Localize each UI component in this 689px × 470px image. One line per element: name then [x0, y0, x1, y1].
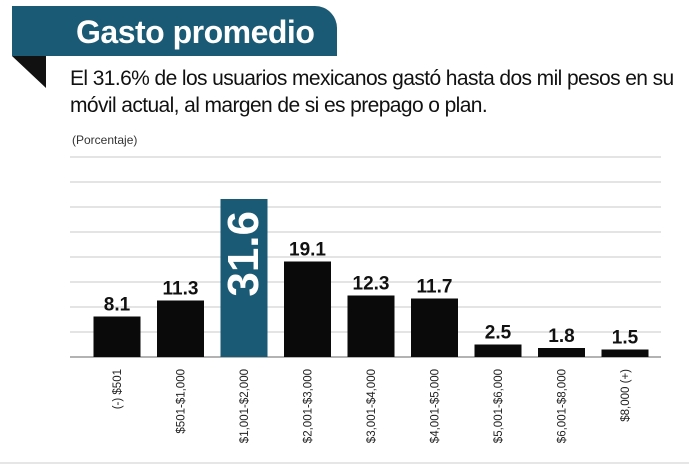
title-banner-fold [12, 56, 46, 88]
data-label: 8.1 [104, 295, 131, 316]
category-label: $5,001-$6,000 [493, 369, 505, 443]
data-label-highlighted: 31.6 [219, 211, 268, 297]
category-label: $2,001-$3,000 [303, 369, 315, 443]
data-label: 11.7 [417, 277, 453, 298]
data-label: 19.1 [289, 240, 326, 261]
data-label: 1.5 [612, 328, 639, 349]
category-label: $3,001-$4,000 [366, 369, 378, 443]
bar [93, 316, 141, 357]
data-label: 12.3 [353, 274, 390, 295]
bar [347, 295, 395, 357]
page-title: Gasto promedio [76, 14, 315, 50]
unit-label: (Porcentaje) [72, 133, 138, 147]
bottom-rule [0, 462, 689, 464]
title-banner: Gasto promedio [12, 6, 337, 56]
bar [411, 298, 458, 357]
category-label: $501-$1,000 [176, 369, 188, 434]
bar [157, 300, 204, 357]
category-label: $8,000 (+) [620, 369, 632, 422]
category-label: (-) $501 [112, 369, 124, 409]
bar-highlighted [220, 199, 268, 357]
category-label: $4,001-$5,000 [430, 369, 442, 443]
data-label: 1.8 [548, 326, 574, 347]
category-label: $1,001-$2,000 [239, 369, 251, 443]
bar [538, 348, 585, 357]
bar [601, 349, 649, 357]
data-label: 2.5 [485, 323, 512, 344]
data-label: 11.3 [163, 279, 199, 300]
chart-subtitle: El 31.6% de los usuarios mexicanos gastó… [70, 67, 674, 117]
bar [284, 261, 331, 357]
category-label: $6,001-$8,000 [557, 369, 569, 443]
bar [474, 344, 522, 357]
